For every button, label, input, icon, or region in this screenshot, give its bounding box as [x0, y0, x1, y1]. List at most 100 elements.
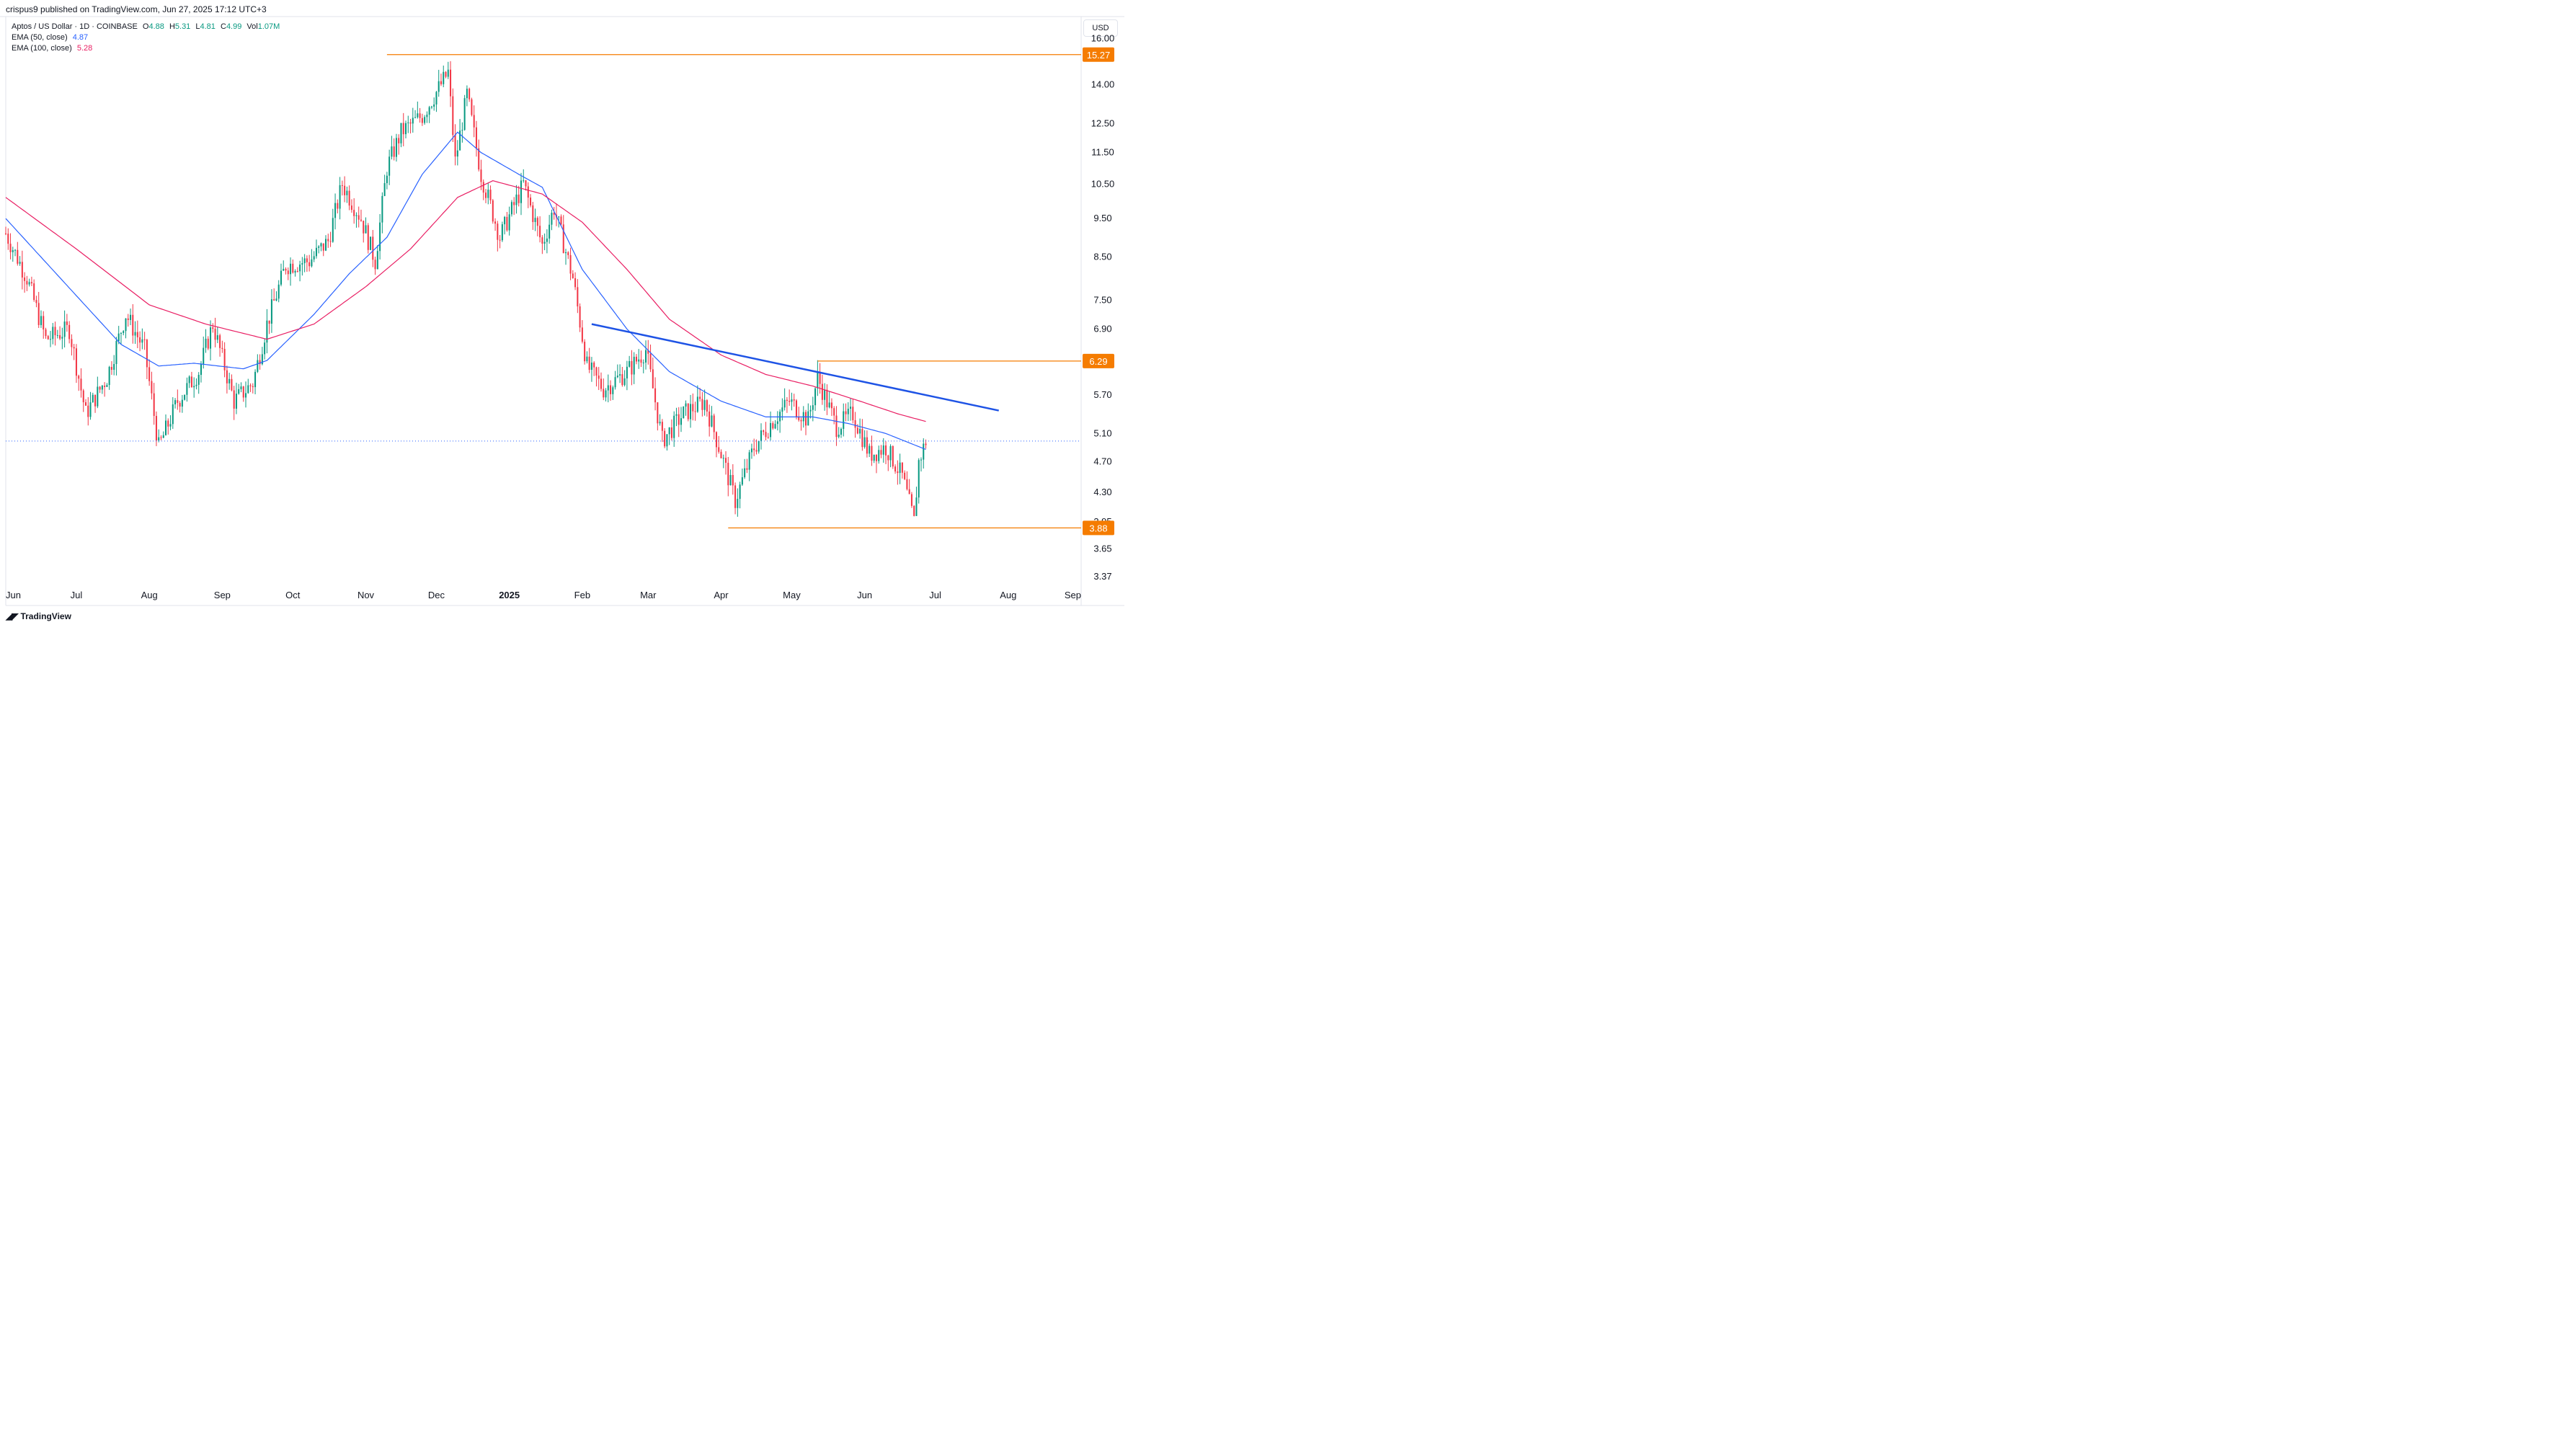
candle-body — [475, 127, 477, 148]
candle-body — [482, 182, 484, 193]
x-tick-label: Mar — [640, 590, 657, 600]
candle-body — [280, 270, 282, 285]
candle-body — [763, 430, 765, 432]
candle-body — [673, 415, 675, 438]
level-label: 15.27 — [1087, 50, 1111, 61]
candle-body — [569, 254, 572, 274]
candle-body — [819, 371, 821, 384]
candle-body — [447, 69, 449, 77]
candle-body — [562, 224, 564, 254]
candle-body — [452, 96, 454, 136]
candle-body — [264, 342, 266, 355]
candle-body — [110, 366, 112, 371]
candle-body — [167, 420, 169, 427]
candle-body — [162, 435, 164, 438]
price-chart[interactable]: 16.00 14.00 12.50 11.50 10.50 9.50 8.50 7.50 6.9… — [0, 0, 1124, 627]
ema100-row[interactable]: EMA (100, close) 5.28 — [12, 43, 280, 54]
candle-body — [692, 404, 694, 412]
candle-body — [252, 386, 254, 388]
candle-body — [753, 448, 755, 451]
candle-body — [899, 462, 901, 474]
candle-body — [108, 366, 110, 386]
candle-body — [219, 335, 221, 348]
candle-body — [19, 262, 21, 264]
candle-body — [30, 282, 32, 284]
candle-body — [257, 360, 259, 372]
candle-body — [760, 430, 763, 441]
x-tick-label: Nov — [357, 590, 375, 600]
candle-body — [181, 399, 183, 407]
candle-body — [35, 300, 37, 303]
x-tick-label: Aug — [141, 590, 158, 600]
candle-body — [158, 437, 160, 441]
candle-body — [82, 390, 84, 403]
candle-body — [793, 399, 795, 401]
tradingview-brand: TradingView — [20, 611, 71, 621]
candle-body — [141, 339, 143, 343]
candle-body — [334, 203, 337, 218]
candle-body — [197, 375, 200, 385]
symbol-line[interactable]: Aptos / US Dollar · 1D · COINBASE — [12, 22, 138, 31]
currency-button[interactable]: USD — [1083, 19, 1118, 37]
candle-body — [306, 258, 308, 262]
candle-body — [164, 420, 167, 435]
candle-body — [619, 374, 621, 376]
x-tick-label: Sep — [214, 590, 231, 600]
candle-body — [713, 415, 715, 432]
candle-body — [894, 466, 897, 472]
candle-body — [221, 347, 223, 350]
ema50-row[interactable]: EMA (50, close) 4.87 — [12, 32, 280, 43]
candle-body — [600, 378, 602, 389]
candle-body — [193, 386, 195, 388]
candle-body — [765, 432, 767, 438]
open-value: 4.88 — [148, 22, 164, 31]
candle-body — [579, 306, 581, 328]
candle-body — [920, 459, 923, 461]
candle-body — [699, 396, 701, 399]
candle-body — [918, 460, 920, 498]
candle-body — [231, 378, 233, 391]
y-axis-ticks: 16.00 14.00 12.50 11.50 10.50 9.50 8.50 7.50 6.9… — [1091, 32, 1115, 582]
candle-body — [584, 342, 586, 362]
candle-body — [850, 407, 852, 409]
candle-body — [370, 236, 372, 250]
candle-body — [581, 327, 583, 342]
candle-body — [9, 244, 12, 252]
candle-body — [654, 388, 657, 403]
candle-body — [259, 360, 261, 365]
candle-body — [670, 427, 672, 438]
candle-body — [294, 271, 296, 273]
candle-body — [428, 107, 430, 115]
candle-body — [776, 421, 778, 425]
candle-body — [536, 218, 538, 226]
ema50-label: EMA (50, close) — [12, 33, 68, 42]
candle-body — [652, 369, 654, 389]
candle-body — [494, 221, 497, 224]
candle-body — [195, 384, 197, 386]
candle-body — [715, 432, 717, 448]
level-tag — [1083, 353, 1114, 368]
y-tick-label: 4.30 — [1093, 487, 1111, 497]
candle-body — [101, 386, 103, 390]
candle-body — [812, 405, 814, 410]
candle-body — [527, 186, 529, 198]
candle-body — [203, 347, 205, 364]
candle-body — [861, 429, 863, 448]
candle-body — [510, 202, 512, 215]
candle-body — [177, 400, 179, 403]
candle-body — [212, 327, 214, 329]
candle-body — [859, 429, 861, 434]
x-tick-label: Jul — [71, 590, 83, 600]
y-tick-label: 5.10 — [1093, 427, 1111, 438]
candle-body — [489, 190, 492, 200]
tradingview-footer[interactable]: ◢◤ TradingView — [6, 611, 71, 621]
candle-body — [718, 447, 720, 452]
candle-body — [854, 420, 856, 428]
candle-body — [835, 415, 838, 438]
candle-body — [190, 376, 192, 388]
candle-body — [588, 356, 590, 371]
candle-body — [709, 411, 711, 427]
candle-body — [273, 299, 275, 301]
candle-body — [755, 450, 758, 452]
candle-body — [136, 332, 138, 337]
